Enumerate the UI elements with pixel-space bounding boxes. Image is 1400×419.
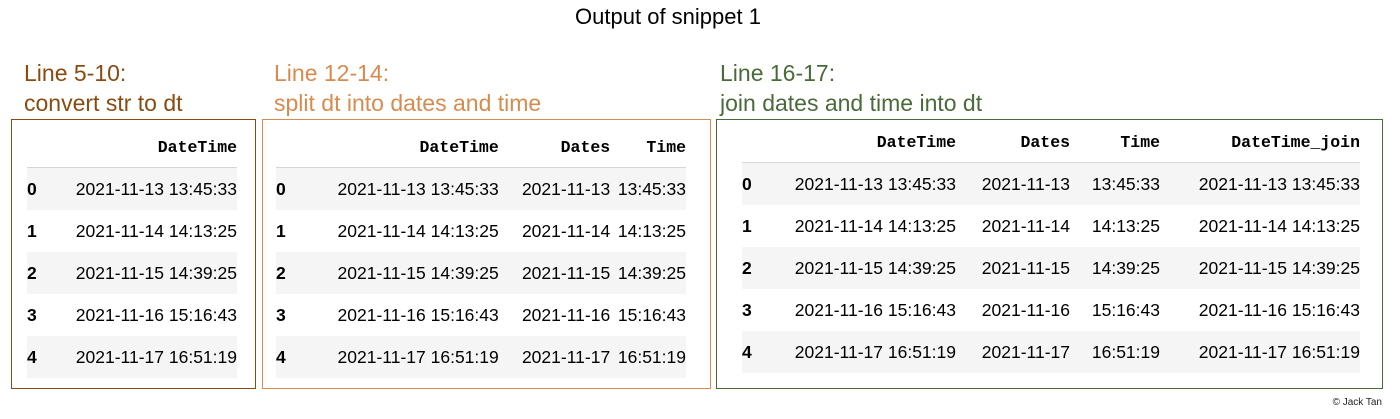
table-cell: 2021-11-15 (956, 247, 1070, 289)
table-cell: 2021-11-16 15:16:43 (75, 304, 237, 325)
section-3-heading: Line 16-17: (720, 60, 836, 86)
row-index: 2 (27, 252, 62, 294)
table-cell: 2021-11-13 13:45:33 (1160, 162, 1360, 205)
table-cell: 2021-11-13 13:45:33 (311, 167, 499, 210)
section-2-frame (262, 119, 711, 389)
column-header: Dates (498, 127, 611, 168)
table-row: 1 2021-11-14 14:13:25 2021-11-14 14:13:25 20… (742, 205, 1360, 247)
table-cell: 2021-11-16 (521, 304, 611, 325)
section-3-table: DateTime Dates Time DateTime_join 0 2021-11-1… (742, 122, 1360, 373)
section-2-subheading: split dt into dates and time (274, 90, 542, 116)
section-1-frame (11, 119, 256, 389)
table-cell: 2021-11-13 (498, 167, 611, 210)
index-header (27, 127, 62, 168)
table-cell: 2021-11-13 13:45:33 (61, 167, 237, 210)
table-cell: 2021-11-17 (498, 336, 611, 378)
table-row: 3 2021-11-16 15:16:43 2021-11-16 15:16:43 20… (742, 289, 1360, 331)
row-index: 0 (276, 167, 312, 210)
row-index: 4 (276, 336, 312, 378)
row-index: 3 (742, 299, 752, 320)
table-cell: 2021-11-14 14:13:25 (75, 220, 237, 241)
table-row: 1 2021-11-14 14:13:25 2021-11-14 14:13:25 (276, 210, 686, 252)
row-index: 0 (27, 167, 62, 210)
row-index: 2 (276, 252, 312, 294)
row-index: 3 (27, 304, 37, 325)
table-cell: 2021-11-14 14:13:25 (794, 215, 956, 236)
column-header: Time (610, 127, 686, 168)
table-cell: 13:45:33 (1070, 162, 1160, 205)
index-header (276, 127, 312, 168)
column-header: DateTime_join (1160, 122, 1360, 163)
table-cell: 2021-11-16 (981, 299, 1070, 320)
row-index: 1 (27, 220, 37, 241)
table-cell: 2021-11-15 14:39:25 (311, 252, 499, 294)
table-cell: 2021-11-17 16:51:19 (778, 331, 956, 373)
table-row: 3 2021-11-16 15:16:43 2021-11-16 15:16:43 (276, 294, 686, 336)
section-1-subheading: convert str to dt (24, 90, 183, 116)
table-cell: 2021-11-14 (521, 220, 611, 241)
table-row: 4 2021-11-17 16:51:19 2021-11-17 16:51:19 20… (742, 331, 1360, 373)
row-index: 4 (27, 336, 62, 378)
section-2-label: Line 12-14: split dt into dates and time (274, 58, 541, 118)
table-cell: 2021-11-15 14:39:25 (1160, 247, 1360, 289)
table-cell: 2021-11-16 15:16:43 (337, 304, 499, 325)
index-header (742, 122, 778, 163)
row-index: 3 (276, 304, 286, 325)
table-cell: 2021-11-14 14:13:25 (337, 220, 499, 241)
table-cell: 2021-11-15 14:39:25 (778, 247, 956, 289)
column-header: DateTime (778, 122, 956, 163)
table-cell: 2021-11-17 16:51:19 (1160, 331, 1360, 373)
table-row: 2 2021-11-15 14:39:25 2021-11-15 14:39:25 (276, 252, 686, 294)
table-cell: 2021-11-16 15:16:43 (1198, 299, 1360, 320)
table-row: 3 2021-11-16 15:16:43 (27, 294, 237, 336)
table-cell: 13:45:33 (610, 167, 686, 210)
column-header: DateTime (311, 127, 499, 168)
row-index: 2 (742, 247, 778, 289)
table-row: 4 2021-11-17 16:51:19 (27, 336, 237, 378)
table-row: 2 2021-11-15 14:39:25 2021-11-15 14:39:25 20… (742, 247, 1360, 289)
column-header: Dates (956, 122, 1070, 163)
section-3-label: Line 16-17: join dates and time into dt (720, 58, 982, 118)
table-cell: 2021-11-17 16:51:19 (311, 336, 499, 378)
table-cell: 2021-11-13 13:45:33 (778, 162, 956, 205)
column-header: DateTime (61, 127, 237, 168)
section-1-label: Line 5-10: convert str to dt (24, 58, 183, 118)
table-cell: 2021-11-13 (956, 162, 1070, 205)
table-cell: 15:16:43 (1091, 299, 1160, 320)
row-index: 1 (742, 215, 752, 236)
table-cell: 14:13:25 (1091, 215, 1160, 236)
table-row: 0 2021-11-13 13:45:33 (27, 167, 237, 210)
table-cell: 2021-11-16 15:16:43 (794, 299, 956, 320)
row-index: 0 (742, 162, 778, 205)
table-cell: 16:51:19 (1070, 331, 1160, 373)
column-header: Time (1070, 122, 1160, 163)
table-cell: 2021-11-17 (956, 331, 1070, 373)
copyright-text: © Jack Tan (1332, 397, 1382, 408)
table-row: 4 2021-11-17 16:51:19 2021-11-17 16:51:19 (276, 336, 686, 378)
table-cell: 2021-11-15 (498, 252, 611, 294)
row-index: 1 (276, 220, 286, 241)
section-1-heading: Line 5-10: (24, 60, 127, 86)
table-cell: 15:16:43 (617, 304, 686, 325)
table-cell: 2021-11-14 (981, 215, 1070, 236)
table-cell: 2021-11-14 14:13:25 (1198, 215, 1360, 236)
table-row: 0 2021-11-13 13:45:33 2021-11-13 13:45:33 (276, 167, 686, 210)
section-1-table: DateTime 0 2021-11-13 13:45:33 1 2021-11-14 … (27, 127, 237, 378)
section-3-frame (716, 119, 1383, 389)
section-3-subheading: join dates and time into dt (720, 90, 983, 116)
section-2-table: DateTime Dates Time 0 2021-11-13 13:45:33 202… (276, 127, 686, 378)
page-title: Output of snippet 1 (575, 4, 761, 29)
table-cell: 2021-11-15 14:39:25 (61, 252, 237, 294)
table-cell: 16:51:19 (610, 336, 686, 378)
table-cell: 2021-11-17 16:51:19 (61, 336, 237, 378)
table-cell: 14:39:25 (610, 252, 686, 294)
table-cell: 14:39:25 (1070, 247, 1160, 289)
section-2-heading: Line 12-14: (274, 60, 390, 86)
table-row: 1 2021-11-14 14:13:25 (27, 210, 237, 252)
table-cell: 14:13:25 (617, 220, 686, 241)
row-index: 4 (742, 331, 778, 373)
table-row: 2 2021-11-15 14:39:25 (27, 252, 237, 294)
table-row: 0 2021-11-13 13:45:33 2021-11-13 13:45:33 20… (742, 162, 1360, 205)
